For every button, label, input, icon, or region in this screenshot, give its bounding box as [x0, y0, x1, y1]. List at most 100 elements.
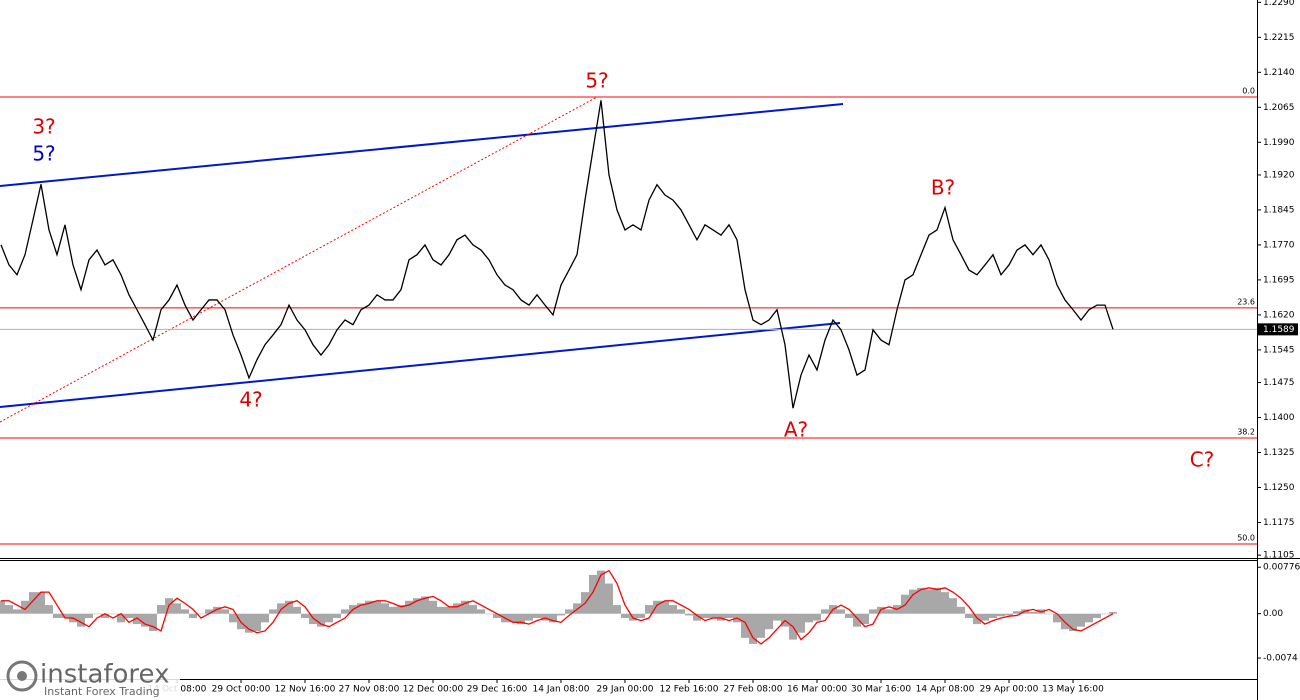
histogram-bar	[797, 613, 805, 633]
histogram-bar	[493, 613, 501, 619]
y-tick-label: 1.1545	[1263, 345, 1295, 355]
histogram-bar	[573, 603, 581, 614]
histogram-bar	[869, 609, 877, 614]
histogram-bar	[125, 613, 133, 619]
channel-line	[0, 322, 841, 408]
x-tick-label: 30 Mar 16:00	[851, 685, 911, 695]
histogram-bar	[701, 613, 709, 619]
histogram-bar	[317, 613, 325, 627]
histogram-bar	[437, 606, 445, 614]
x-tick-label: 16 Mar 00:00	[787, 685, 847, 695]
histogram-bar	[405, 600, 413, 614]
price-line	[0, 100, 1114, 409]
y-tick-label: 1.1990	[1263, 138, 1295, 148]
last-price-box	[1258, 323, 1298, 336]
histogram-bar	[133, 613, 141, 625]
histogram-bar	[181, 609, 189, 614]
channel-line	[0, 103, 844, 187]
y-tick-label: 1.1620	[1263, 310, 1295, 320]
histogram-bar	[773, 613, 781, 621]
histogram-bar	[293, 606, 301, 614]
y-tick-label: 1.2290	[1263, 0, 1295, 8]
x-tick-label: 12 Feb 16:00	[659, 685, 718, 695]
histogram-bar	[365, 600, 373, 614]
histogram-bar	[253, 613, 261, 631]
histogram-bar	[173, 603, 181, 614]
histogram-bar	[469, 605, 477, 614]
histogram-bar	[477, 609, 485, 614]
histogram-bar	[1029, 611, 1037, 614]
x-tick-label: 14 Jan 08:00	[533, 685, 590, 695]
histogram-bar	[189, 613, 197, 619]
histogram-bar	[245, 613, 253, 633]
histogram-bar	[149, 613, 157, 631]
histogram-bar	[565, 609, 573, 614]
histogram-bar	[693, 613, 701, 621]
histogram-bar	[429, 600, 437, 614]
y-tick-label: 1.1770	[1263, 240, 1295, 250]
histogram-bar	[589, 574, 597, 614]
wave-label: 3?	[32, 115, 55, 139]
histogram-bar	[637, 613, 645, 619]
histogram-bar	[917, 587, 925, 614]
histogram-bar	[261, 613, 269, 623]
histogram-bar	[677, 609, 685, 614]
y-tick-label: -0.0074	[1263, 654, 1298, 664]
histogram-bar	[141, 613, 149, 627]
histogram-bar	[541, 613, 549, 621]
histogram-bar	[861, 613, 869, 625]
histogram-bar	[157, 605, 165, 614]
histogram-bar	[909, 589, 917, 614]
histogram-bar	[853, 613, 861, 627]
y-tick-label: 1.2215	[1263, 33, 1295, 43]
histogram-bar	[357, 603, 365, 614]
histogram-bar	[277, 603, 285, 614]
histogram-bar	[1077, 613, 1085, 627]
histogram-bar	[989, 613, 997, 619]
histogram-bar	[661, 600, 669, 614]
fib-level-label: 0.0	[1242, 87, 1255, 96]
histogram-bar	[813, 613, 821, 621]
x-tick-label: 29 Apr 00:00	[980, 685, 1039, 695]
watermark-logo	[17, 671, 27, 681]
wave-label: 5?	[32, 142, 55, 166]
histogram-bar	[13, 609, 21, 614]
histogram-bar	[525, 613, 533, 621]
histogram-bar	[837, 609, 845, 614]
histogram-bar	[557, 613, 565, 616]
histogram-bar	[645, 605, 653, 614]
histogram-bar	[53, 613, 61, 619]
histogram-bar	[1069, 613, 1077, 631]
histogram-bar	[965, 613, 973, 619]
histogram-bar	[933, 587, 941, 614]
y-tick-label: 1.2140	[1263, 68, 1295, 78]
histogram-bar	[109, 613, 117, 615]
y-tick-label: 0.00776	[1263, 563, 1300, 573]
wave-label: B?	[931, 176, 955, 200]
histogram-bar	[333, 613, 341, 619]
y-tick-label: 1.1250	[1263, 483, 1295, 493]
wave-label: 5?	[585, 69, 608, 93]
histogram-bar	[957, 606, 965, 614]
histogram-bar	[0, 600, 5, 614]
histogram-bar	[653, 600, 661, 614]
wave-label: A?	[784, 418, 808, 442]
y-tick-label: 1.1325	[1263, 448, 1295, 458]
histogram-bar	[461, 600, 469, 614]
histogram-bar	[85, 613, 93, 619]
histogram-bar	[485, 613, 493, 615]
histogram-bar	[1109, 611, 1117, 614]
last-price-label: 1.1589	[1263, 325, 1295, 335]
histogram-bar	[397, 605, 405, 614]
y-tick-label: 1.1175	[1263, 518, 1295, 528]
histogram-bar	[269, 609, 277, 614]
histogram-bar	[821, 609, 829, 614]
histogram-bar	[741, 613, 749, 638]
histogram-bar	[381, 603, 389, 614]
histogram-bar	[413, 598, 421, 614]
x-tick-label: 27 Feb 08:00	[723, 685, 782, 695]
histogram-bar	[117, 613, 125, 623]
histogram-bar	[1101, 613, 1109, 615]
